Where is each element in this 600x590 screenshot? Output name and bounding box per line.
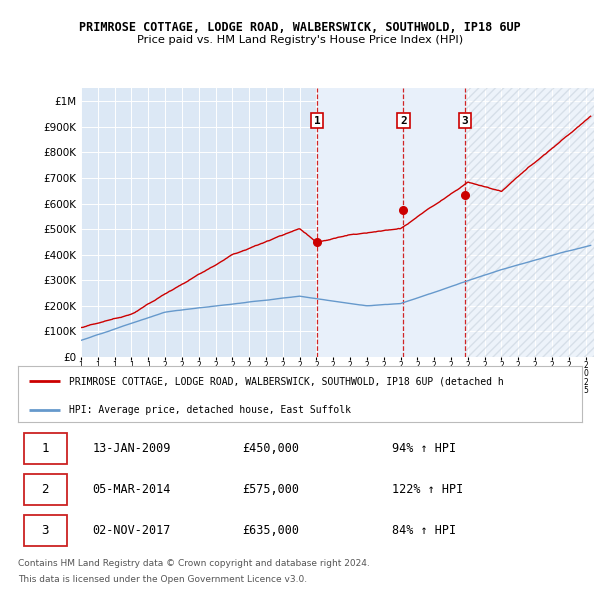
Text: 2: 2 (41, 483, 49, 496)
Text: £575,000: £575,000 (242, 483, 299, 496)
FancyBboxPatch shape (23, 433, 67, 464)
Text: 02-NOV-2017: 02-NOV-2017 (92, 524, 171, 537)
Text: £635,000: £635,000 (242, 524, 299, 537)
Text: This data is licensed under the Open Government Licence v3.0.: This data is licensed under the Open Gov… (18, 575, 307, 585)
Text: 1: 1 (314, 116, 320, 126)
Text: 13-JAN-2009: 13-JAN-2009 (92, 442, 171, 455)
Text: HPI: Average price, detached house, East Suffolk: HPI: Average price, detached house, East… (69, 405, 351, 415)
Text: PRIMROSE COTTAGE, LODGE ROAD, WALBERSWICK, SOUTHWOLD, IP18 6UP (detached h: PRIMROSE COTTAGE, LODGE ROAD, WALBERSWIC… (69, 376, 503, 386)
Text: £450,000: £450,000 (242, 442, 299, 455)
Text: 2: 2 (400, 116, 407, 126)
Bar (317, 88, 465, 357)
Bar (465, 88, 594, 357)
Text: 1: 1 (41, 442, 49, 455)
FancyBboxPatch shape (23, 474, 67, 505)
Text: 05-MAR-2014: 05-MAR-2014 (92, 483, 171, 496)
Text: 94% ↑ HPI: 94% ↑ HPI (392, 442, 456, 455)
Text: Contains HM Land Registry data © Crown copyright and database right 2024.: Contains HM Land Registry data © Crown c… (18, 559, 370, 568)
Text: Price paid vs. HM Land Registry's House Price Index (HPI): Price paid vs. HM Land Registry's House … (137, 35, 463, 45)
Text: PRIMROSE COTTAGE, LODGE ROAD, WALBERSWICK, SOUTHWOLD, IP18 6UP: PRIMROSE COTTAGE, LODGE ROAD, WALBERSWIC… (79, 21, 521, 34)
Text: 3: 3 (41, 524, 49, 537)
Text: 3: 3 (462, 116, 469, 126)
Text: 122% ↑ HPI: 122% ↑ HPI (392, 483, 463, 496)
Text: 84% ↑ HPI: 84% ↑ HPI (392, 524, 456, 537)
FancyBboxPatch shape (23, 515, 67, 546)
